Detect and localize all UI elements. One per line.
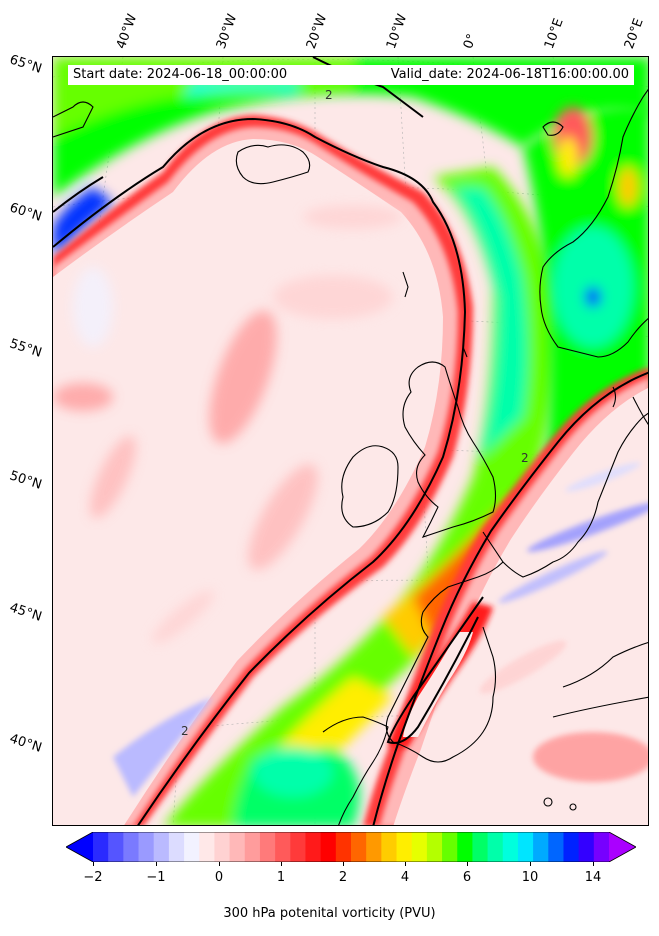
lon-label-40w: 40°W: [113, 12, 141, 51]
cbar-tickline-5: [405, 862, 406, 866]
colorbar-swatch: [366, 832, 382, 862]
lon-label-0: 0°: [460, 31, 481, 51]
coastlines: [53, 88, 648, 825]
colorbar: [65, 831, 637, 863]
colorbar-swatch: [168, 832, 185, 862]
colorbar-swatch: [593, 832, 610, 862]
colorbar-swatch: [442, 832, 458, 862]
norway-outline: [539, 88, 648, 358]
colorbar-swatch: [351, 832, 367, 862]
valid-date: Valid_date: 2024-06-18T16:00:00.00: [390, 67, 629, 82]
iceland-outline: [235, 144, 311, 185]
colorbar-swatch: [320, 832, 337, 862]
cbar-tickline-0: [93, 862, 94, 866]
colorbar-swatch: [290, 832, 306, 862]
colorbar-swatch: [548, 832, 564, 862]
colorbar-swatch: [487, 832, 504, 862]
lat-label-40n: 40°N: [7, 731, 44, 756]
colorbar-label: 300 hPa potenital vorticity (PVU): [223, 906, 436, 921]
colorbar-swatch: [335, 832, 352, 862]
ireland-outline: [341, 445, 399, 528]
cbar-tick-3: 1: [276, 870, 286, 885]
cbar-tick-5: 4: [400, 870, 410, 885]
cbar-tickline-1: [156, 862, 157, 866]
pv-map: 2 2 2: [52, 56, 649, 826]
lat-label-60n: 60°N: [7, 200, 44, 225]
cbar-tick-8: 14: [584, 870, 602, 885]
lon-label-10e: 10°E: [541, 16, 567, 51]
colorbar-swatch: [517, 832, 534, 862]
colorbar-svg: [65, 831, 637, 863]
colorbar-swatch: [305, 832, 322, 862]
lon-label-30w: 30°W: [213, 12, 241, 51]
colorbar-swatch: [108, 832, 124, 862]
colorbar-swatch: [259, 832, 276, 862]
cbar-tick-1: −1: [146, 870, 166, 885]
lon-label-20e: 20°E: [621, 16, 647, 51]
colorbar-swatch: [275, 832, 291, 862]
colorbar-swatch: [533, 832, 549, 862]
lon-label-20w: 20°W: [303, 12, 331, 51]
contour-label-a: 2: [181, 724, 189, 738]
colorbar-swatch: [381, 832, 398, 862]
cbar-tick-7: 10: [521, 870, 539, 885]
cbar-tickline-4: [343, 862, 344, 866]
europe-coast: [482, 412, 648, 578]
lat-label-65n: 65°N: [7, 52, 44, 77]
cbar-tick-0: −2: [83, 870, 103, 885]
colorbar-min-arrow: [66, 832, 93, 862]
lon-label-10w: 10°W: [383, 12, 411, 51]
cbar-tick-2: 0: [214, 870, 224, 885]
colorbar-swatch: [153, 832, 170, 862]
greenland-outline: [53, 101, 94, 138]
cbar-tickline-7: [530, 862, 531, 866]
colorbar-swatch: [93, 832, 109, 862]
colorbar-max-arrow: [609, 832, 636, 862]
colorbar-swatch: [229, 832, 246, 862]
colorbar-swatch: [123, 832, 140, 862]
info-bar: Start date: 2024-06-18_00:00:00 Valid_da…: [68, 65, 634, 85]
colorbar-swatch: [138, 832, 155, 862]
pv-map-svg: 2 2 2: [53, 57, 648, 825]
colorbar-swatch: [502, 832, 519, 862]
colorbar-swatch: [578, 832, 595, 862]
lat-label-55n: 55°N: [7, 336, 44, 361]
contour-label-b: 2: [521, 451, 529, 465]
colorbar-swatch: [457, 832, 473, 862]
contour-label-c: 2: [325, 88, 333, 102]
colorbar-swatch: [563, 832, 580, 862]
colorbar-swatch: [411, 832, 428, 862]
colorbar-swatch: [426, 832, 443, 862]
colorbar-swatch: [214, 832, 231, 862]
colorbar-swatch: [396, 832, 413, 862]
lat-label-50n: 50°N: [7, 468, 44, 493]
lat-label-45n: 45°N: [7, 600, 44, 625]
colorbar-swatch: [199, 832, 215, 862]
start-date: Start date: 2024-06-18_00:00:00: [73, 67, 288, 82]
cbar-tick-4: 2: [338, 870, 348, 885]
colorbar-swatch: [472, 832, 489, 862]
africa-coast: [322, 716, 389, 825]
cbar-tickline-3: [281, 862, 282, 866]
britain-outline: [402, 361, 497, 538]
cbar-tickline-8: [593, 862, 594, 866]
colorbar-swatch: [244, 832, 261, 862]
pv-ridge: [53, 115, 473, 825]
colorbar-swatch: [184, 832, 200, 862]
cbar-tick-6: 6: [462, 870, 472, 885]
pv-blue-streak: [113, 697, 213, 797]
cbar-tickline-6: [467, 862, 468, 866]
pv-southeast-ridge: [363, 367, 648, 825]
cbar-tickline-2: [219, 862, 220, 866]
